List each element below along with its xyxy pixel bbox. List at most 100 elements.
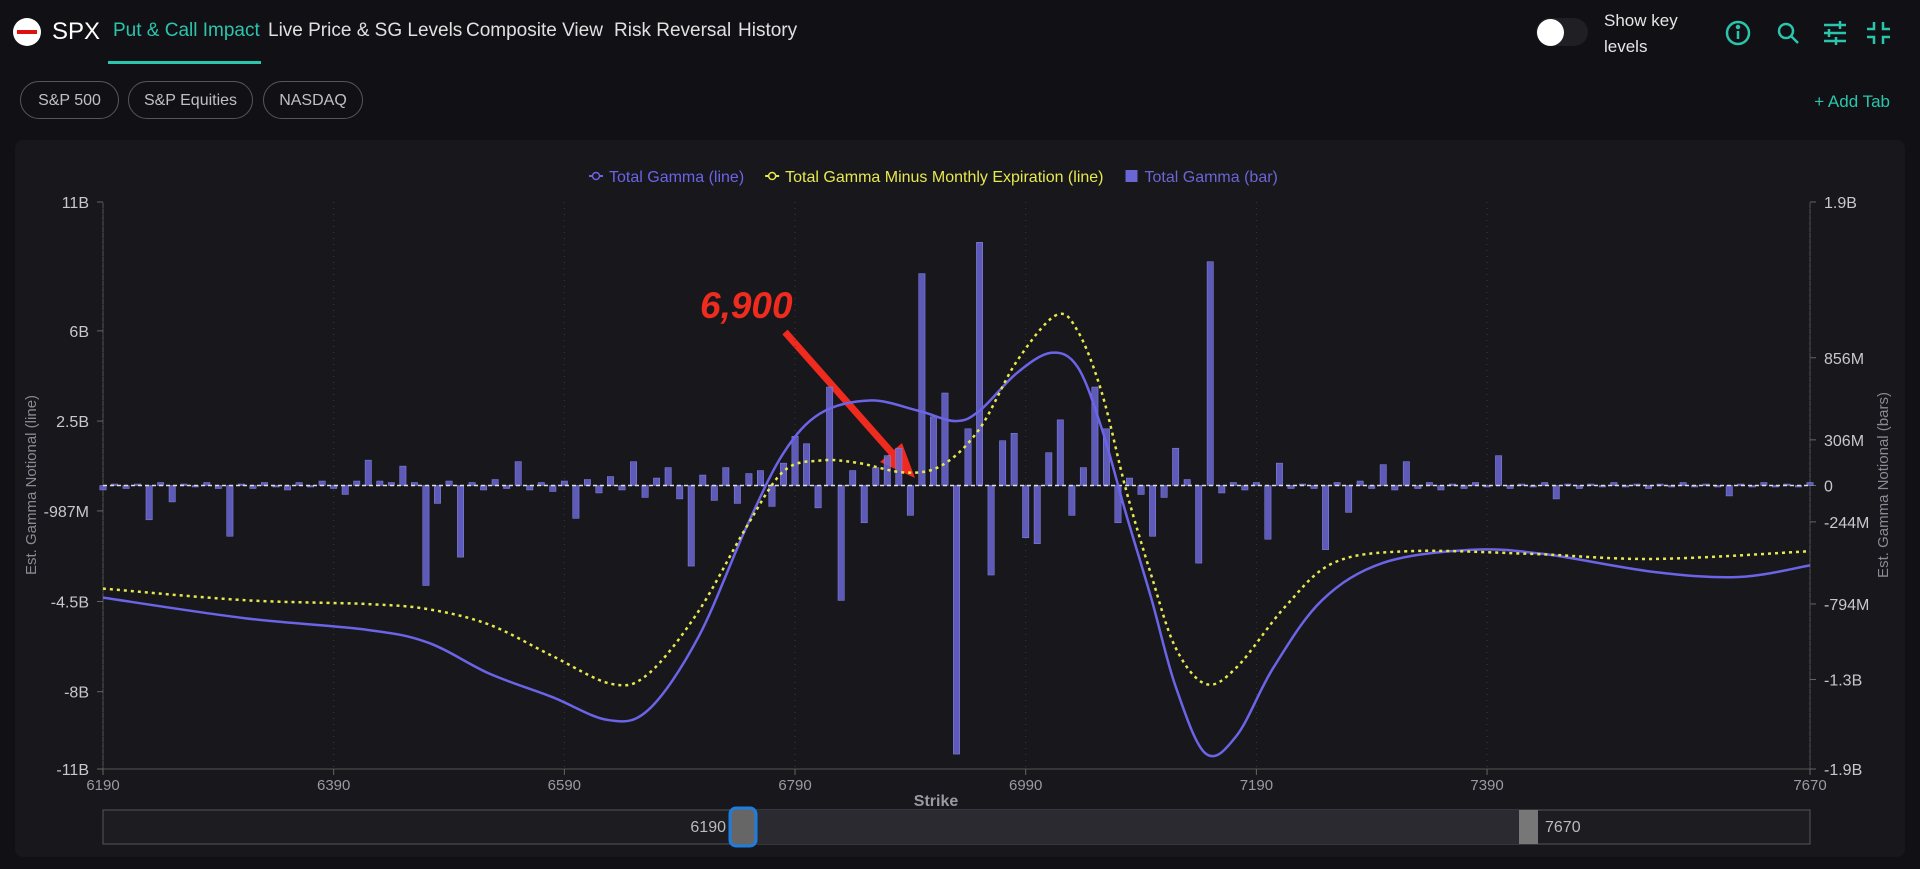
- bar: [710, 485, 718, 501]
- add-tab[interactable]: + Add Tab: [1814, 92, 1890, 111]
- y-tick-label: -11B: [56, 762, 89, 779]
- bar: [1033, 485, 1041, 544]
- line: [102, 312, 1811, 687]
- x-tick-label: 6590: [548, 777, 581, 794]
- y-axis-title: Est. Gamma Notional (line): [23, 395, 40, 575]
- x-tick-label: 7390: [1470, 777, 1503, 794]
- y-tick-label: 6B: [69, 324, 89, 341]
- search-icon[interactable]: [1777, 22, 1795, 40]
- x-tick-label: 6190: [86, 777, 119, 794]
- legend-item[interactable]: Total Gamma Minus Monthly Expiration (li…: [785, 169, 1103, 186]
- bar: [1137, 485, 1145, 495]
- bar: [399, 465, 407, 486]
- y2-tick-label: -244M: [1824, 515, 1869, 532]
- bar: [1345, 485, 1353, 513]
- chip[interactable]: S&P 500: [20, 81, 119, 119]
- bar: [491, 479, 499, 486]
- x-tick-label: 6990: [1009, 777, 1042, 794]
- bar: [687, 485, 695, 567]
- bar: [860, 485, 868, 524]
- bar: [1806, 482, 1814, 486]
- bar: [791, 436, 799, 486]
- bar: [422, 485, 430, 586]
- bar: [976, 242, 983, 486]
- legend-item[interactable]: Total Gamma (bar): [1145, 169, 1278, 186]
- y2-tick-label: -1.9B: [1824, 762, 1862, 779]
- y2-tick-label: 856M: [1824, 351, 1864, 368]
- bar: [1010, 433, 1018, 486]
- legend-swatch: [767, 171, 777, 181]
- slider-handle[interactable]: [728, 806, 758, 848]
- bar: [1206, 261, 1214, 486]
- bar: [895, 447, 903, 486]
- bar: [803, 443, 810, 486]
- slider-min: 6190: [690, 819, 726, 836]
- bar: [1645, 485, 1652, 489]
- bar: [987, 485, 995, 576]
- legend-item[interactable]: Total Gamma (line): [609, 169, 744, 186]
- top-bar: SPX Put & Call Impact Live Price & SG Le…: [0, 0, 1920, 65]
- bar: [1218, 485, 1226, 494]
- bar: [560, 480, 568, 486]
- bar: [1414, 485, 1422, 489]
- toggle[interactable]: [1536, 18, 1588, 46]
- bar: [1068, 485, 1076, 516]
- active-underline: [108, 61, 261, 64]
- bar: [203, 482, 211, 486]
- bar: [1195, 485, 1203, 564]
- info-icon[interactable]: [1725, 20, 1751, 46]
- slider-window[interactable]: [742, 810, 1528, 844]
- settings-icon[interactable]: [1824, 21, 1846, 45]
- x-tick-label: 6390: [317, 777, 350, 794]
- bar: [664, 467, 672, 486]
- tab[interactable]: History: [738, 20, 798, 41]
- bar: [826, 386, 834, 486]
- bar: [457, 485, 464, 558]
- annotation: 6,900: [700, 285, 793, 326]
- y2-tick-label: 1.9B: [1824, 195, 1857, 212]
- bar: [1575, 485, 1583, 489]
- collapse-icon[interactable]: [1867, 22, 1890, 44]
- bar: [918, 273, 926, 486]
- bar: [630, 461, 637, 486]
- y-tick-label: -987M: [44, 504, 89, 521]
- bar: [1725, 485, 1733, 497]
- chart-panel: [15, 140, 1905, 857]
- tab[interactable]: Composite View: [466, 20, 603, 41]
- bar: [906, 485, 914, 516]
- bar: [1287, 485, 1295, 489]
- bar: [1183, 479, 1191, 486]
- symbol: SPX: [52, 18, 101, 45]
- bar: [583, 479, 591, 486]
- bar: [999, 440, 1007, 486]
- tab[interactable]: Risk Reversal: [614, 20, 732, 41]
- bar: [1322, 485, 1330, 550]
- tab[interactable]: Live Price & SG Levels: [268, 20, 463, 41]
- slider-handle[interactable]: [1519, 810, 1538, 844]
- tab[interactable]: Put & Call Impact: [113, 20, 260, 41]
- bar: [1552, 485, 1560, 500]
- chip[interactable]: NASDAQ: [263, 81, 363, 119]
- plot-area: 6190 6390 6590 6790 6990 7190 7390 7670 11B 6B 2.5…: [44, 195, 1870, 794]
- bar: [1402, 461, 1410, 486]
- chip[interactable]: S&P Equities: [128, 81, 253, 119]
- bar: [468, 482, 476, 486]
- y2-tick-label: 0: [1824, 479, 1833, 496]
- bar: [814, 485, 822, 509]
- y-tick-label: 2.5B: [56, 414, 89, 431]
- bar: [145, 485, 153, 521]
- toggle-label: Show key levels: [1604, 11, 1678, 56]
- bar: [964, 428, 972, 486]
- x-axis-title: Strike: [914, 793, 959, 810]
- bar: [1172, 447, 1180, 486]
- bar: [526, 485, 534, 491]
- bar: [1276, 462, 1283, 486]
- bar: [849, 470, 857, 486]
- bar: [168, 485, 176, 503]
- bar: [1356, 480, 1364, 486]
- bar: [607, 476, 614, 486]
- bar: [1160, 485, 1168, 498]
- legend-swatch: [591, 171, 601, 181]
- bar: [757, 470, 764, 486]
- bar: [364, 459, 372, 486]
